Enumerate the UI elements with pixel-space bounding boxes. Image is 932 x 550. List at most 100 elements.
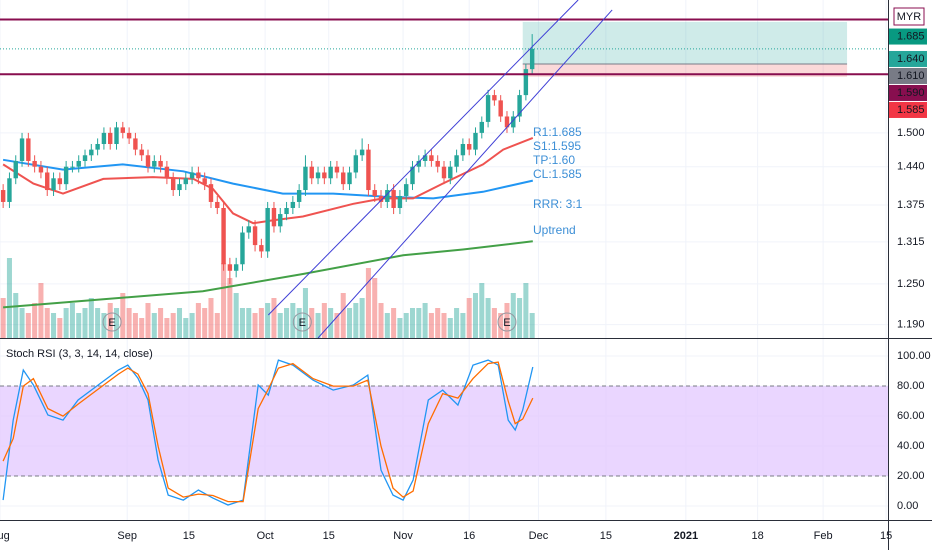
volume-bar xyxy=(151,313,157,338)
candle-body xyxy=(89,149,94,156)
candle-body xyxy=(353,155,359,173)
event-label: E xyxy=(503,317,510,329)
candle-body xyxy=(246,226,251,233)
candle-body xyxy=(466,144,472,150)
stoch-pane xyxy=(0,359,888,506)
volume-bar xyxy=(517,298,523,338)
candle-body xyxy=(265,207,270,252)
stoch-line xyxy=(2,361,534,503)
volume-bar xyxy=(409,308,416,338)
candle-body xyxy=(341,172,346,185)
candle-body xyxy=(0,190,6,202)
candle-body xyxy=(284,207,289,215)
volume-bar xyxy=(145,303,151,338)
volume-bar xyxy=(195,303,201,338)
volume-bar xyxy=(189,313,195,338)
x-tick-label: 18 xyxy=(752,530,764,542)
volume-bar xyxy=(315,313,321,338)
x-tick-label: Nov xyxy=(393,530,413,542)
candle-body xyxy=(479,121,484,133)
moving-average xyxy=(2,136,534,225)
volume-bar xyxy=(523,283,529,338)
candle-body xyxy=(296,190,302,202)
candle-body xyxy=(101,132,107,145)
volume-bar xyxy=(113,308,120,338)
candle-body xyxy=(95,144,100,150)
annotation: CL:1.585 xyxy=(533,167,582,181)
channel-line xyxy=(317,9,613,338)
volume-bar xyxy=(290,303,296,338)
candle-body xyxy=(252,226,258,246)
candle-body xyxy=(158,160,163,167)
volume-bar xyxy=(88,298,94,338)
stoch-tick-label: 40.00 xyxy=(897,440,925,452)
price-badge-label: 1.590 xyxy=(897,87,925,99)
candle-body xyxy=(139,149,144,156)
candle-body xyxy=(473,132,478,150)
annotation: Uptrend xyxy=(533,223,576,237)
stoch-tick-label: 60.00 xyxy=(897,410,925,422)
volume-bar xyxy=(38,283,44,338)
volume-bar xyxy=(246,308,252,338)
candle-body xyxy=(511,116,516,128)
candle-body xyxy=(429,155,434,161)
candle-body xyxy=(454,155,459,167)
y-tick-label: 1.250 xyxy=(897,278,925,290)
stoch-title: Stoch RSI (3, 3, 14, 14, close) xyxy=(6,348,153,360)
candle-body xyxy=(70,166,75,168)
candle-body xyxy=(404,184,409,196)
volume-bar xyxy=(214,313,220,338)
volume-bar xyxy=(359,298,365,338)
candle-body xyxy=(385,190,390,202)
x-tick-label: 15 xyxy=(880,530,892,542)
candle-body xyxy=(498,100,503,117)
candle-body xyxy=(32,160,37,167)
volume-bar xyxy=(69,303,75,338)
candle-body xyxy=(366,149,371,191)
candle-body xyxy=(19,138,25,161)
candle-body xyxy=(485,95,491,122)
volume-bar xyxy=(25,313,31,338)
annotation: TP:1.60 xyxy=(533,153,575,167)
volume-bar xyxy=(466,298,472,338)
volume-bar xyxy=(347,308,353,338)
volume-bar xyxy=(504,303,510,338)
stoch-tick-label: 0.00 xyxy=(897,500,918,512)
candle-body xyxy=(328,166,333,179)
x-tick-label: Feb xyxy=(814,530,833,542)
volume-bar xyxy=(95,308,101,338)
volume-bar xyxy=(51,313,57,338)
volume-bar xyxy=(19,308,25,338)
candle-body xyxy=(492,95,497,101)
volume-bar xyxy=(384,313,390,338)
price-badge xyxy=(889,28,927,45)
moving-average xyxy=(2,158,534,200)
volume-bar xyxy=(63,308,69,338)
volume-bar xyxy=(397,318,403,338)
volume-bar xyxy=(416,308,422,338)
stoch-band xyxy=(0,386,888,477)
annotation: RRR: 3:1 xyxy=(533,197,583,211)
candle-body xyxy=(57,178,63,185)
volume-bar xyxy=(57,318,63,338)
volume-bar xyxy=(391,308,397,338)
candle-body xyxy=(372,190,377,196)
currency-box xyxy=(893,7,925,26)
candle-body xyxy=(347,172,352,185)
candle-body xyxy=(120,127,126,133)
y-tick-label: 1.315 xyxy=(897,236,925,248)
price-badge-label: 1.640 xyxy=(897,53,925,65)
volume-bar xyxy=(126,308,132,338)
event-marker xyxy=(497,312,517,332)
candle-body xyxy=(391,190,396,208)
x-tick-label: Dec xyxy=(529,530,549,542)
candle-body xyxy=(38,166,44,173)
candle-body xyxy=(7,178,12,202)
candle-body xyxy=(504,116,510,128)
candle-body xyxy=(448,166,453,179)
volume-bar xyxy=(365,268,371,338)
candle-body xyxy=(529,48,535,70)
candle-body xyxy=(435,160,440,167)
candle-body xyxy=(108,132,113,145)
volume-bar xyxy=(372,278,378,338)
